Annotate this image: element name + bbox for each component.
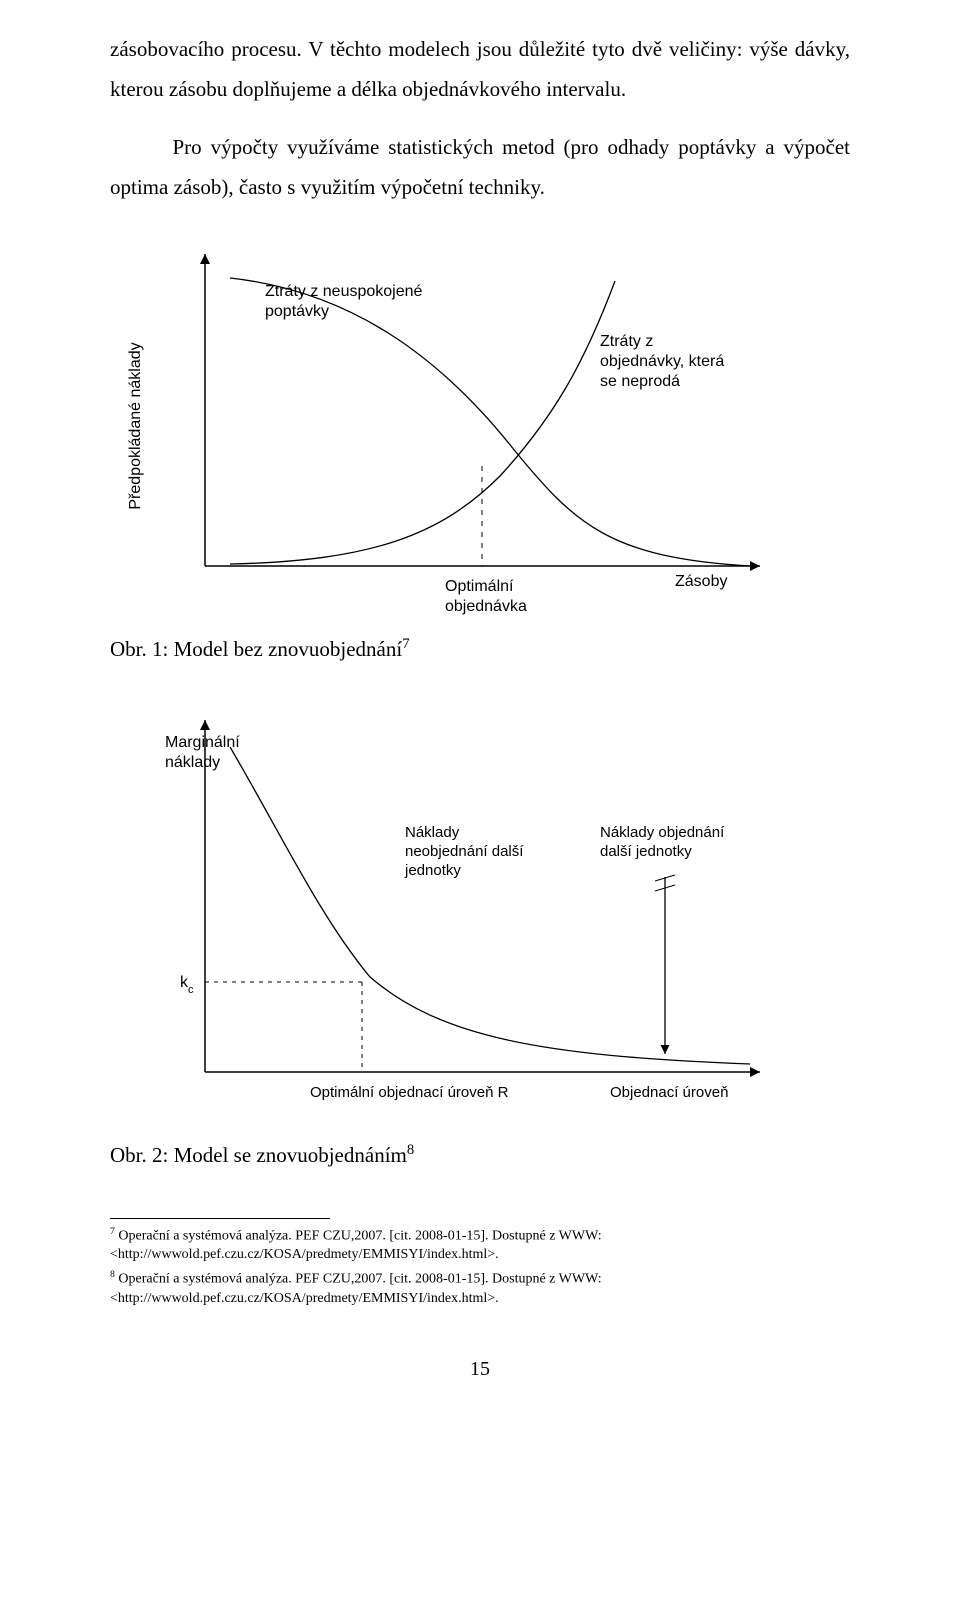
figure-2-caption-text: Obr. 2: Model se znovuobjednáním: [110, 1143, 407, 1167]
svg-text:poptávky: poptávky: [265, 303, 329, 320]
svg-text:jednotky: jednotky: [404, 862, 461, 879]
paragraph-1: zásobovacího procesu. V těchto modelech …: [110, 30, 850, 110]
figure-2: Marginální náklady kc Náklady neobjednání da…: [110, 692, 850, 1132]
footnote-7-body: Operační a systémová analýza. PEF CZU,20…: [110, 1228, 602, 1262]
svg-text:Marginální: Marginální: [165, 734, 240, 751]
figure-1: Předpokládané náklady Ztráty z neuspokoje…: [110, 226, 850, 626]
footnote-8: 8 Operační a systémová analýza. PEF CZU,…: [110, 1268, 850, 1308]
svg-text:Optimální: Optimální: [445, 578, 514, 595]
footnote-7: 7 Operační a systémová analýza. PEF CZU,…: [110, 1225, 850, 1265]
svg-text:Zásoby: Zásoby: [675, 573, 727, 590]
figure-1-svg: Předpokládané náklady Ztráty z neuspokoje…: [110, 226, 810, 626]
figure-1-caption: Obr. 1: Model bez znovuobjednání7: [110, 636, 850, 662]
figure-2-caption-sup: 8: [407, 1142, 414, 1158]
svg-text:objednávka: objednávka: [445, 598, 527, 615]
svg-text:Náklady objednání: Náklady objednání: [600, 824, 725, 841]
svg-text:Náklady: Náklady: [405, 824, 460, 841]
figure-2-caption: Obr. 2: Model se znovuobjednáním8: [110, 1142, 850, 1168]
svg-text:objednávky, která: objednávky, která: [600, 353, 724, 370]
svg-text:Předpokládané náklady: Předpokládané náklady: [127, 342, 144, 509]
svg-text:Ztráty z: Ztráty z: [600, 333, 653, 350]
figure-1-caption-text: Obr. 1: Model bez znovuobjednání: [110, 637, 402, 661]
figure-2-svg: Marginální náklady kc Náklady neobjednání da…: [110, 692, 810, 1132]
svg-text:další jednotky: další jednotky: [600, 843, 692, 860]
footnote-rule: [110, 1218, 330, 1219]
page-number: 15: [110, 1358, 850, 1381]
figure-1-caption-sup: 7: [402, 636, 409, 652]
svg-text:náklady: náklady: [165, 754, 220, 771]
footnote-8-body: Operační a systémová analýza. PEF CZU,20…: [110, 1272, 602, 1306]
svg-text:Objednací úroveň: Objednací úroveň: [610, 1084, 728, 1101]
svg-text:Ztráty z neuspokojené: Ztráty z neuspokojené: [265, 283, 423, 300]
page: zásobovacího procesu. V těchto modelech …: [0, 0, 960, 1431]
svg-text:neobjednání další: neobjednání další: [405, 843, 524, 860]
svg-text:kc: kc: [180, 974, 194, 996]
svg-text:se neprodá: se neprodá: [600, 373, 680, 390]
svg-text:Optimální objednací úroveň R: Optimální objednací úroveň R: [310, 1084, 509, 1101]
paragraph-2: Pro výpočty využíváme statistických meto…: [110, 128, 850, 208]
